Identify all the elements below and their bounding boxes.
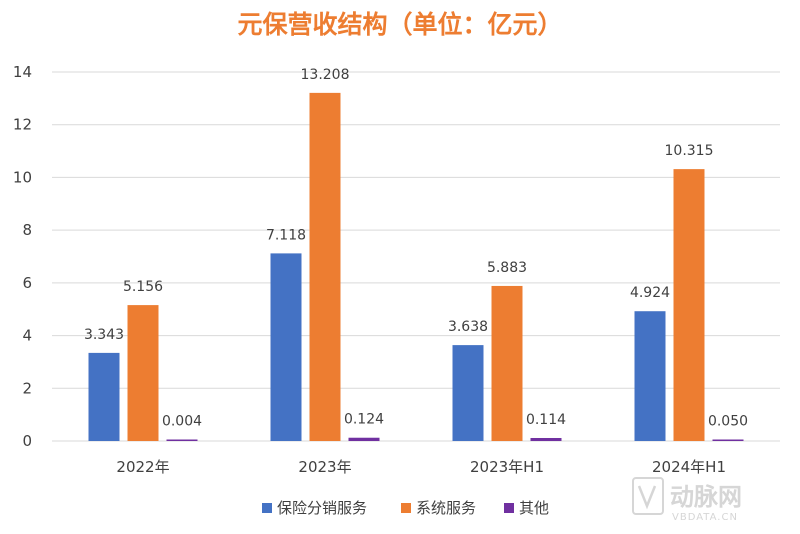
- bar: [127, 305, 159, 441]
- data-label: 4.924: [630, 285, 670, 301]
- legend-label: 保险分销服务: [277, 499, 367, 517]
- bars: [88, 92, 744, 442]
- data-label: 0.124: [344, 412, 384, 428]
- data-label: 10.315: [665, 143, 714, 159]
- data-label: 5.156: [123, 279, 163, 295]
- data-label: 0.004: [162, 414, 202, 430]
- chart-title: 元保营收结构（单位：亿元）: [237, 10, 562, 39]
- bar: [166, 439, 198, 441]
- bar: [309, 92, 341, 442]
- watermark-text: 动脉网: [670, 483, 742, 511]
- bar: [270, 253, 302, 441]
- watermark: 动脉网 VBDATA.CN: [632, 477, 742, 523]
- x-tick-label: 2023年H1: [470, 458, 544, 476]
- x-axis-ticks: 2022年 2023年 2023年H1 2024年H1: [116, 458, 726, 476]
- legend-swatch: [401, 503, 411, 513]
- data-label: 5.883: [487, 260, 527, 276]
- x-tick-label: 2023年: [298, 458, 351, 476]
- bar: [634, 311, 666, 441]
- y-tick-label: 0: [22, 432, 32, 450]
- y-tick-label: 2: [22, 379, 32, 397]
- bar: [673, 169, 705, 441]
- data-label: 0.050: [708, 414, 748, 430]
- bar: [530, 437, 562, 441]
- x-tick-label: 2022年: [116, 458, 169, 476]
- x-tick-label: 2024年H1: [652, 458, 726, 476]
- y-tick-label: 8: [22, 221, 32, 239]
- data-labels: 3.343 5.156 0.004 7.118 13.208 0.124 3.638 5.88…: [84, 67, 748, 430]
- bar: [452, 345, 484, 441]
- data-label: 3.638: [448, 319, 488, 335]
- bar: [348, 437, 380, 441]
- y-axis-ticks: 0 2 4 6 8 10 12 14: [13, 63, 32, 450]
- legend-swatch: [262, 503, 272, 513]
- bar: [712, 439, 744, 441]
- y-tick-label: 12: [13, 116, 32, 134]
- gridlines: [52, 71, 780, 442]
- data-label: 13.208: [301, 67, 350, 83]
- data-label: 3.343: [84, 327, 124, 343]
- legend-label: 系统服务: [416, 499, 476, 517]
- bar: [88, 352, 120, 441]
- data-label: 7.118: [266, 227, 306, 243]
- y-tick-label: 10: [13, 168, 32, 186]
- y-tick-label: 14: [13, 63, 32, 81]
- watermark-logo-icon: [632, 477, 664, 515]
- y-tick-label: 4: [22, 327, 32, 345]
- data-label: 0.114: [526, 412, 566, 428]
- legend-label: 其他: [519, 499, 549, 517]
- bar: [491, 285, 523, 441]
- legend-swatch: [504, 503, 514, 513]
- watermark-subtext: VBDATA.CN: [672, 512, 738, 523]
- y-tick-label: 6: [22, 274, 32, 292]
- legend: 保险分销服务 系统服务 其他: [262, 499, 549, 517]
